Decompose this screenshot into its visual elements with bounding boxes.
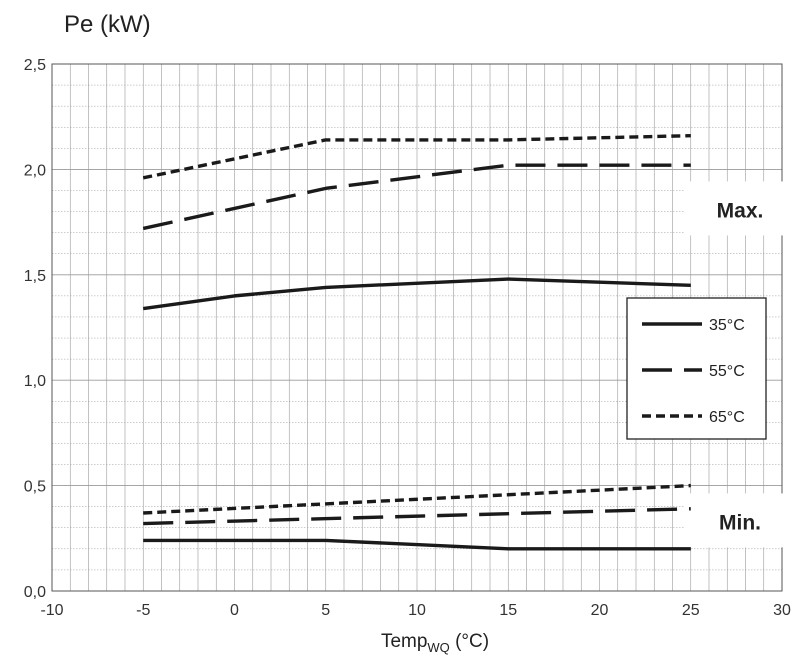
x-axis-label: TempWQ (°C) [381, 631, 489, 655]
y-tick-label: 1,5 [24, 268, 46, 285]
x-tick-label: 5 [321, 602, 330, 619]
x-axis-label-main: Temp [381, 631, 427, 652]
y-tick-label: 2,5 [24, 57, 46, 74]
series-line-min-55 [143, 507, 691, 526]
y-tick-label: 1,0 [24, 373, 46, 390]
series-lines [142, 133, 691, 551]
y-axis-label: Pe (kW) [64, 11, 151, 38]
x-tick-label: -5 [136, 602, 150, 619]
y-tick-labels: 0,0 0,5 1,0 1,5 2,0 2,5 [24, 57, 46, 601]
x-tick-label: 15 [499, 602, 517, 619]
annotation-label: Min. [719, 511, 761, 534]
x-tick-labels: -10 -5 0 5 10 15 20 25 30 [40, 602, 791, 619]
x-tick-label: 30 [773, 602, 791, 619]
legend-label: 65°C [709, 409, 745, 426]
legend: 35°C 55°C 65°C [626, 297, 767, 440]
annotation-box [684, 493, 792, 548]
legend-label: 35°C [709, 317, 745, 334]
x-tick-label: -10 [40, 602, 63, 619]
plot-frame [51, 63, 783, 592]
annotation-box [684, 181, 792, 236]
annotation-label: Max. [717, 199, 764, 222]
series-line-max-35 [143, 277, 691, 311]
y-tick-label: 2,0 [24, 162, 46, 179]
y-tick-label: 0,0 [24, 584, 46, 601]
series-line-min-35 [143, 538, 691, 551]
x-axis-label-subscript: WQ [427, 640, 449, 655]
legend-label: 55°C [709, 363, 745, 380]
x-axis-label-unit: (°C) [450, 631, 489, 652]
y-tick-label: 0,5 [24, 479, 46, 496]
series-line-max-55 [142, 163, 691, 231]
annotations: Max. Min. [684, 181, 792, 548]
x-tick-label: 0 [230, 602, 239, 619]
x-tick-label: 20 [591, 602, 609, 619]
series-line-min-65 [143, 483, 691, 515]
x-tick-label: 25 [682, 602, 700, 619]
x-tick-label: 10 [408, 602, 426, 619]
